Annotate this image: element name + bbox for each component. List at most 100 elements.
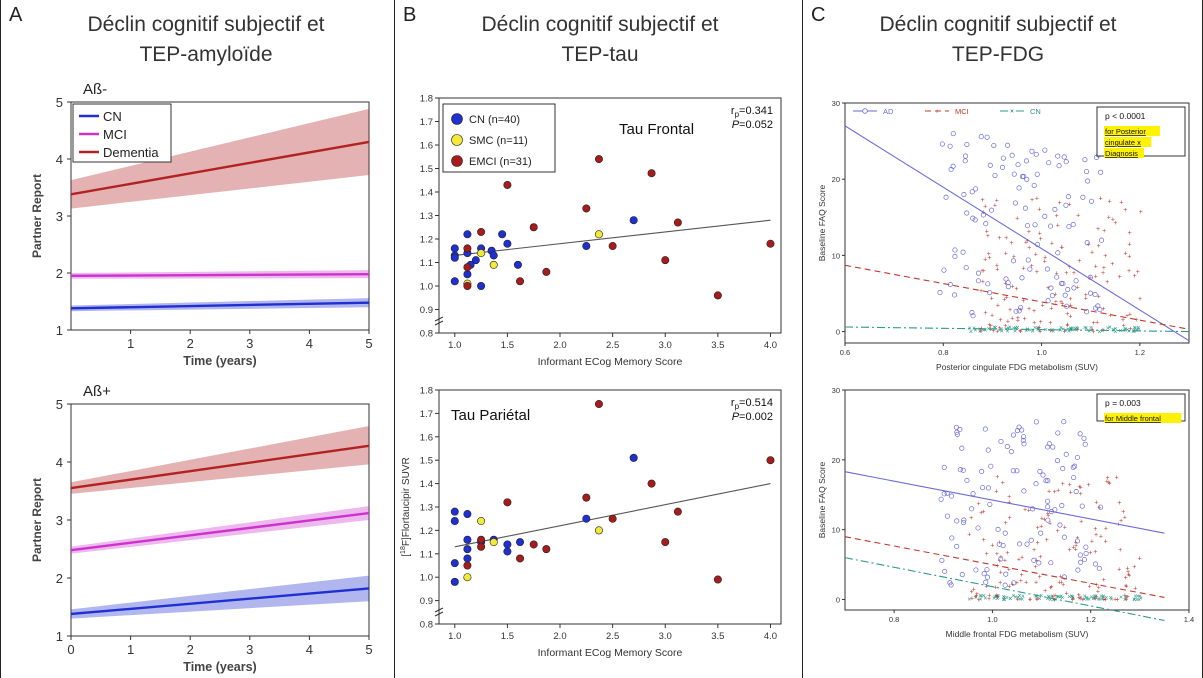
data-point-cn: ×	[1100, 328, 1104, 335]
data-point-mci: +	[1138, 296, 1142, 303]
data-point-mci: +	[1102, 228, 1106, 235]
data-point-ad	[1048, 285, 1054, 291]
data-point-mci: +	[983, 203, 987, 210]
data-point-cn: ×	[1025, 327, 1029, 334]
data-point-mci: +	[1027, 508, 1031, 515]
data-point-mci: +	[998, 325, 1002, 332]
data-point-cn: ×	[1135, 597, 1139, 604]
data-point-cn: ×	[1059, 325, 1063, 332]
data-point-ad	[1031, 557, 1037, 563]
data-point-mci: +	[1084, 296, 1088, 303]
data-point-ad	[1025, 257, 1031, 263]
data-point-cn: ×	[1014, 325, 1018, 332]
data-point-mci: +	[1006, 318, 1010, 325]
data-point-mci: +	[1067, 264, 1071, 271]
data-point-emci	[503, 498, 512, 507]
legend-label: SMC (n=11)	[469, 135, 528, 147]
data-point-mci: +	[1019, 578, 1023, 585]
chart-fdg-middle-frontal: 0 10 20 30 0.8 1.0 1.2 1.4 Middle frontal FDG me…	[817, 386, 1194, 639]
panel-sublabel: Aß+	[83, 383, 111, 400]
y-tick-label: 1.4	[420, 188, 433, 199]
data-point-cn: ×	[1071, 326, 1075, 333]
data-point-cn: ×	[1014, 595, 1018, 602]
data-point-mci: +	[1124, 584, 1128, 591]
data-point-mci: +	[1035, 597, 1039, 604]
data-point-mci: +	[984, 310, 988, 317]
data-point-cn	[463, 535, 472, 544]
data-point-ad	[1002, 530, 1008, 536]
note-highlight	[1104, 137, 1152, 147]
data-point-mci: +	[1055, 528, 1059, 535]
data-point-mci: +	[1107, 480, 1111, 487]
data-point-mci: +	[998, 539, 1002, 546]
data-point-mci: +	[1065, 311, 1069, 318]
data-point-mci: +	[990, 542, 994, 549]
data-point-ad	[1021, 488, 1027, 494]
data-point-mci: +	[1049, 585, 1053, 592]
y-tick-label: 0	[836, 596, 840, 605]
data-point-ad	[1009, 152, 1015, 158]
data-point-cn: ×	[1031, 328, 1035, 335]
data-point-ad	[957, 426, 963, 433]
y-axis-label-post: F]Flortaucipir SUVR	[401, 457, 412, 546]
data-point-ad	[1061, 419, 1067, 425]
legend-marker	[862, 108, 868, 114]
x-tick-label: 0.8	[889, 615, 899, 624]
data-point-mci: +	[981, 279, 985, 286]
data-point-cn: ×	[1100, 597, 1104, 604]
data-point-mci: +	[1103, 597, 1107, 604]
data-point-emci	[477, 227, 486, 236]
data-point-ad	[1020, 437, 1026, 444]
data-point-mci: +	[1026, 238, 1030, 245]
data-point-ad	[1063, 159, 1069, 165]
data-point-ad	[1003, 276, 1009, 282]
y-tick-label: 1.2	[420, 235, 433, 246]
data-point-mci: +	[1108, 198, 1112, 205]
x-tick-label: 3	[246, 336, 253, 351]
data-point-cn: ×	[1038, 328, 1042, 335]
data-point-ad	[1005, 280, 1011, 286]
y-tick-label: 3	[56, 209, 63, 224]
panel-title-line1: Déclin cognitif subjectif et	[879, 13, 1117, 36]
data-point-ad	[1055, 250, 1061, 256]
data-point-mci: +	[1124, 597, 1128, 604]
data-point-cn: ×	[1113, 329, 1117, 336]
data-point-mci: +	[1076, 285, 1080, 292]
y-tick-label: 1.1	[420, 549, 433, 560]
data-point-mci: +	[1076, 212, 1080, 219]
data-point-ad	[948, 493, 955, 499]
data-point-ad	[1052, 206, 1058, 212]
data-point-cn: ×	[1012, 325, 1016, 332]
data-point-mci: +	[1015, 216, 1019, 223]
data-point-mci: +	[995, 592, 999, 599]
data-point-cn	[471, 256, 480, 265]
data-point-smc	[594, 230, 603, 239]
data-point-cn	[582, 514, 591, 523]
data-point-mci: +	[1034, 557, 1038, 564]
data-point-mci: +	[1094, 594, 1098, 601]
data-point-mci: +	[1079, 491, 1083, 498]
data-point-mci: +	[1057, 579, 1061, 586]
data-point-mci: +	[980, 268, 984, 275]
data-point-smc	[594, 526, 603, 535]
data-point-mci: +	[1122, 323, 1126, 330]
data-point-cn: ×	[995, 596, 999, 603]
data-point-mci: +	[1096, 226, 1100, 233]
legend-label: Dementia	[103, 145, 159, 160]
data-point-ad	[980, 485, 986, 491]
data-point-mci: +	[987, 255, 991, 262]
data-point-mci: +	[999, 570, 1003, 577]
data-point-mci: +	[1094, 264, 1098, 271]
data-point-ad	[981, 571, 987, 577]
data-point-ad	[1019, 275, 1025, 281]
stat-part: p	[735, 402, 740, 411]
data-point-ad	[1017, 541, 1023, 547]
data-point-ad	[1066, 224, 1072, 230]
data-point-cn: ×	[1017, 593, 1021, 600]
panel-sublabel: Aß-	[83, 81, 107, 98]
data-point-mci: +	[1065, 322, 1069, 329]
data-point-cn: ×	[1084, 326, 1088, 333]
data-point-cn: ×	[978, 596, 982, 603]
data-point-cn: ×	[1092, 593, 1096, 600]
data-point-ad	[1033, 419, 1039, 425]
